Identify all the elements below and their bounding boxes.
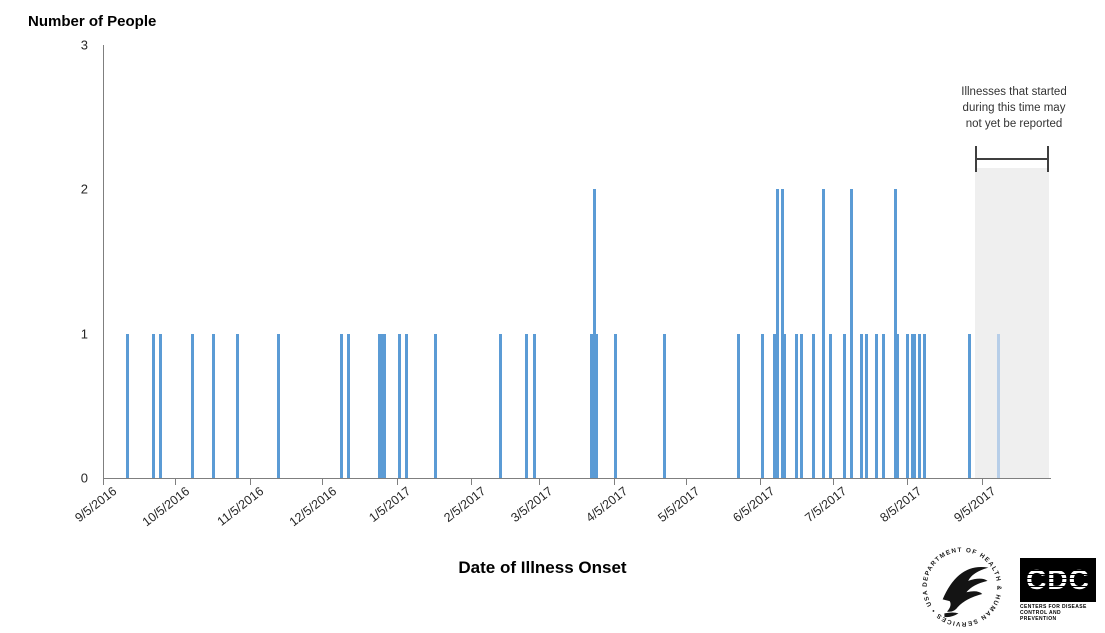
case-bar <box>532 333 536 478</box>
y-axis-line <box>103 45 104 478</box>
case-bar <box>236 333 240 478</box>
case-bar <box>159 333 163 478</box>
case-bar <box>910 333 914 478</box>
case-bar <box>917 333 921 478</box>
x-tick <box>322 479 324 485</box>
reporting-lag-annotation: Illnesses that started during this time … <box>928 84 1100 132</box>
case-bar <box>874 333 878 478</box>
x-tick <box>396 479 398 485</box>
case-bar <box>896 333 900 478</box>
x-tick <box>760 479 762 485</box>
x-tick-label: 7/5/2017 <box>802 484 850 525</box>
case-bar <box>821 189 825 478</box>
case-bar <box>968 333 972 478</box>
case-bar <box>347 333 351 478</box>
x-tick <box>907 479 909 485</box>
y-tick-label: 0 <box>80 470 88 486</box>
x-tick <box>685 479 687 485</box>
case-bar <box>860 333 864 478</box>
cdc-logo-text: CDC <box>1026 564 1090 595</box>
cdc-caption-line2: CONTROL AND PREVENTION <box>1020 610 1062 622</box>
hhs-logo: DEPARTMENT OF HEALTH & HUMAN SERVICES • … <box>922 547 1001 628</box>
case-bar <box>864 333 868 478</box>
x-tick-label: 2/5/2017 <box>441 484 489 525</box>
reporting-lag-bracket-cap <box>974 146 977 172</box>
case-bar <box>662 333 666 478</box>
case-bar <box>773 333 777 478</box>
case-bar <box>737 333 741 478</box>
cdc-logo-box: CDC <box>1020 558 1096 602</box>
y-tick-label: 3 <box>80 37 88 53</box>
cdc-logo: CDC CENTERS FOR DISEASE CONTROL AND PREV… <box>1020 558 1098 622</box>
y-axis-title: Number of People <box>28 13 157 30</box>
x-axis-title: Date of Illness Onset <box>458 558 627 577</box>
case-bar <box>397 333 401 478</box>
x-tick-label: 9/5/2017 <box>951 484 999 525</box>
x-tick <box>982 479 983 485</box>
x-tick-label: 5/5/2017 <box>655 484 703 525</box>
case-bar <box>590 333 594 478</box>
case-bar <box>783 333 787 478</box>
cdc-caption-line1: CENTERS FOR DISEASE <box>1020 604 1087 610</box>
case-bar <box>525 333 529 478</box>
case-bar <box>799 333 803 478</box>
x-tick-label: 6/5/2017 <box>730 484 778 525</box>
reporting-lag-annotation-line: not yet be reported <box>965 118 1063 130</box>
case-bar <box>592 189 596 478</box>
case-bar <box>498 333 502 478</box>
x-tick <box>471 479 473 485</box>
case-bar <box>212 333 216 478</box>
reporting-lag-annotation-line: during this time may <box>962 102 1066 114</box>
x-tick <box>175 479 177 485</box>
case-bar <box>780 189 784 478</box>
y-tick-label: 1 <box>80 326 88 342</box>
case-bar <box>190 333 194 478</box>
x-tick <box>538 479 540 485</box>
case-bar <box>997 333 1001 478</box>
hhs-eagle-icon <box>942 566 989 618</box>
case-bar <box>125 333 129 478</box>
case-bar <box>380 333 384 478</box>
case-bar <box>383 333 387 478</box>
x-tick-label: 11/5/2016 <box>214 484 267 529</box>
case-bar <box>922 333 926 478</box>
x-tick <box>249 479 251 485</box>
x-axis-line <box>103 478 1051 479</box>
y-tick-label: 2 <box>80 181 88 197</box>
case-bar <box>828 333 832 478</box>
case-bar <box>152 333 156 478</box>
x-tick-label: 10/5/2016 <box>139 484 192 530</box>
case-bar <box>843 333 847 478</box>
x-tick-label: 9/5/2016 <box>72 484 120 525</box>
case-bar <box>277 333 281 478</box>
case-bar <box>404 333 408 478</box>
case-bar <box>881 333 885 478</box>
x-tick <box>103 479 104 485</box>
x-tick <box>613 479 615 485</box>
case-bar <box>775 189 779 478</box>
case-bar <box>905 333 909 478</box>
case-bar <box>339 333 343 478</box>
x-tick-label: 3/5/2017 <box>508 484 556 525</box>
x-tick <box>832 479 834 485</box>
case-bar <box>378 333 382 478</box>
reporting-lag-bracket-cap <box>1047 146 1050 172</box>
case-bar <box>614 333 618 478</box>
case-bar <box>795 333 799 478</box>
case-bar <box>595 333 599 478</box>
case-bar <box>913 333 917 478</box>
reporting-lag-region <box>974 168 1050 478</box>
x-tick-label: 1/5/2017 <box>366 484 414 525</box>
reporting-lag-annotation-line: Illnesses that started <box>961 86 1067 98</box>
case-bar <box>811 333 815 478</box>
case-bar <box>433 333 437 478</box>
case-bar <box>850 189 854 478</box>
x-tick-label: 4/5/2017 <box>583 484 631 525</box>
case-bar <box>761 333 765 478</box>
x-tick-label: 8/5/2017 <box>877 484 924 525</box>
x-tick-label: 12/5/2016 <box>286 484 339 530</box>
case-bar <box>893 189 897 478</box>
reporting-lag-bracket <box>974 158 1050 160</box>
